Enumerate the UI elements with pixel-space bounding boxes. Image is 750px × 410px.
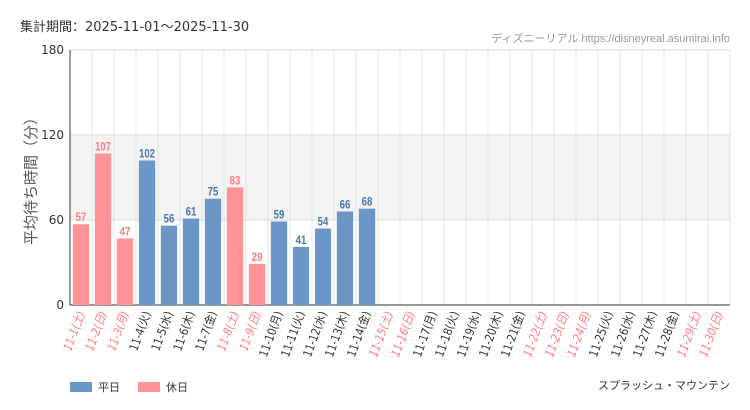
legend-weekday-label: 平日 xyxy=(98,381,120,394)
bar xyxy=(204,198,222,305)
bar xyxy=(182,218,200,305)
bar-value-label: 68 xyxy=(362,196,373,209)
period-label: 集計期間： xyxy=(20,20,86,35)
period-text: 集計期間：2025-11-01～2025-11-30 xyxy=(20,16,249,35)
bar-value-label: 41 xyxy=(296,234,307,247)
legend[interactable]: 平日 休日 xyxy=(70,379,188,395)
bar-value-label: 75 xyxy=(208,186,219,199)
bar-value-label: 56 xyxy=(164,213,175,226)
bar xyxy=(270,221,288,305)
y-tick-label: 60 xyxy=(49,213,64,227)
bar xyxy=(138,160,156,305)
legend-holiday[interactable]: 休日 xyxy=(138,379,188,395)
legend-weekday[interactable]: 平日 xyxy=(70,379,120,395)
y-tick-label: 180 xyxy=(41,43,64,57)
y-axis-title: 平均待ち時間（分） xyxy=(22,110,40,245)
y-tick-label: 0 xyxy=(56,298,64,312)
bar xyxy=(72,224,90,305)
bar-value-label: 107 xyxy=(95,140,111,153)
bar-value-label: 83 xyxy=(230,174,241,187)
bar-value-label: 54 xyxy=(318,216,329,229)
bar xyxy=(226,187,244,305)
bar-value-label: 102 xyxy=(139,148,155,161)
y-tick-label: 120 xyxy=(41,128,64,142)
bar xyxy=(94,153,112,305)
bar xyxy=(358,208,376,305)
bar xyxy=(160,225,178,305)
source-text: ディズニーリアル https://disneyreal.asumirai.inf… xyxy=(491,33,730,45)
legend-holiday-swatch xyxy=(138,382,160,392)
bar-value-label: 29 xyxy=(252,251,263,264)
bar-value-label: 59 xyxy=(274,208,285,221)
bar-value-label: 66 xyxy=(340,199,351,212)
bar-value-label: 47 xyxy=(120,225,131,238)
attraction-name: スプラッシュ・マウンテン xyxy=(598,379,730,392)
bar xyxy=(314,228,332,305)
legend-weekday-swatch xyxy=(70,382,92,392)
legend-holiday-label: 休日 xyxy=(166,381,188,394)
bar-value-label: 57 xyxy=(76,211,87,224)
bar-value-label: 61 xyxy=(186,206,197,219)
period-range: 2025-11-01～2025-11-30 xyxy=(85,20,250,35)
bar xyxy=(248,263,266,305)
bar xyxy=(336,211,354,305)
bar xyxy=(292,246,310,305)
bar xyxy=(116,238,134,305)
